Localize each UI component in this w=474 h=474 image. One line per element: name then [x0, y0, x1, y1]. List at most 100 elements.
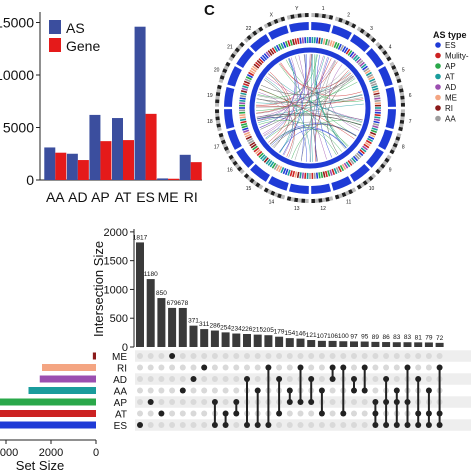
matrix-dot	[201, 353, 208, 359]
type-track-tick	[359, 61, 365, 67]
intersection-value-label: 79	[425, 334, 433, 341]
chromosome-label: 21	[227, 45, 233, 51]
matrix-dot	[211, 387, 218, 394]
legend-label: RI	[445, 104, 453, 113]
intersection-value-label: 106	[327, 333, 338, 340]
chromosome-label: 11	[346, 199, 351, 205]
es-track-segment	[288, 22, 309, 33]
matrix-dot	[158, 353, 165, 359]
matrix-dot	[372, 387, 379, 394]
y-tick-label: 0	[122, 342, 128, 354]
matrix-dot	[137, 387, 143, 394]
link	[272, 124, 357, 148]
type-track-tick	[294, 171, 298, 178]
chromosome-label: 7	[409, 119, 412, 125]
type-track-tick	[250, 67, 257, 73]
intersection-bar	[178, 307, 187, 347]
es-track-segment	[224, 86, 235, 107]
type-track-tick	[373, 94, 381, 98]
intersection-bar	[264, 335, 273, 347]
matrix-dot	[222, 399, 229, 405]
matrix-dot	[308, 410, 315, 417]
cytoband	[321, 13, 327, 19]
intersection-value-label: 97	[350, 333, 358, 340]
matrix-dot	[329, 410, 336, 417]
matrix-dot	[233, 387, 240, 394]
set-label-me: ME	[112, 352, 127, 363]
bar-as-es	[134, 26, 146, 181]
type-track-tick	[360, 63, 367, 69]
chromosome-label: 2	[347, 13, 350, 19]
cytoband	[344, 20, 350, 26]
type-track-tick	[337, 43, 342, 50]
cytoband	[232, 50, 238, 56]
matrix-dot	[201, 376, 208, 382]
chromosome-label: 18	[207, 119, 213, 125]
link	[268, 73, 363, 122]
matrix-dot	[425, 376, 432, 382]
matrix-dot	[158, 387, 165, 394]
type-track-tick	[239, 99, 246, 103]
bar-gene-ap	[100, 141, 112, 180]
cytoband	[243, 173, 250, 179]
matrix-dot-active	[179, 387, 186, 394]
type-track-tick	[371, 127, 378, 131]
intersection-bar	[210, 330, 219, 347]
cytoband	[234, 163, 241, 169]
type-track-tick	[351, 157, 357, 163]
es-track-segment	[385, 86, 396, 107]
type-track-tick	[349, 158, 355, 165]
cytoband	[293, 13, 299, 19]
type-track-tick	[258, 58, 264, 64]
legend-dot-mulity	[435, 52, 441, 59]
type-track-tick	[329, 40, 333, 47]
matrix-dot	[436, 353, 443, 359]
cytoband	[321, 197, 327, 203]
link	[266, 76, 363, 121]
type-track-tick	[339, 44, 345, 51]
legend-label: Mulity-	[445, 52, 469, 61]
matrix-dot	[179, 364, 186, 371]
matrix-dot	[158, 364, 165, 371]
matrix-dot	[254, 376, 261, 382]
type-track-tick	[289, 170, 293, 177]
type-track-tick	[240, 120, 247, 124]
chromosome-label: 8	[402, 145, 405, 151]
matrix-dot	[147, 387, 154, 394]
cytoband	[362, 180, 368, 186]
type-track-tick	[284, 41, 289, 48]
bar-gene-aa	[55, 152, 67, 180]
intersection-value-label: 146	[295, 331, 306, 338]
type-track-tick	[363, 143, 370, 149]
cytoband	[382, 160, 388, 166]
type-track-tick	[354, 154, 360, 160]
link	[278, 128, 347, 153]
cytoband	[273, 18, 279, 24]
matrix-dot	[190, 410, 197, 417]
cytoband	[277, 193, 282, 199]
cytoband	[223, 64, 229, 70]
cytoband	[370, 173, 377, 179]
bar-as-ap	[89, 114, 101, 180]
es-track-segment	[331, 25, 352, 40]
type-track-tick	[357, 150, 364, 157]
type-track-tick	[341, 163, 347, 170]
cytoband	[230, 53, 236, 59]
intersection-bar	[146, 279, 155, 347]
bar-as-me	[157, 178, 169, 180]
type-track-tick	[239, 116, 246, 119]
set-label-ad: AD	[113, 375, 127, 386]
matrix-dot	[190, 387, 197, 394]
cytoband	[382, 50, 388, 56]
chromosome-label: 19	[207, 93, 213, 99]
matrix-dot	[137, 376, 143, 382]
cytoband	[246, 175, 252, 182]
es-track-segment	[227, 66, 242, 87]
cytoband	[228, 154, 234, 160]
matrix-dot	[265, 353, 272, 359]
type-track-tick	[327, 39, 331, 46]
type-track-tick	[280, 167, 285, 174]
intersection-bar	[350, 341, 358, 347]
type-track-tick	[374, 116, 381, 119]
type-track-tick	[374, 97, 381, 100]
